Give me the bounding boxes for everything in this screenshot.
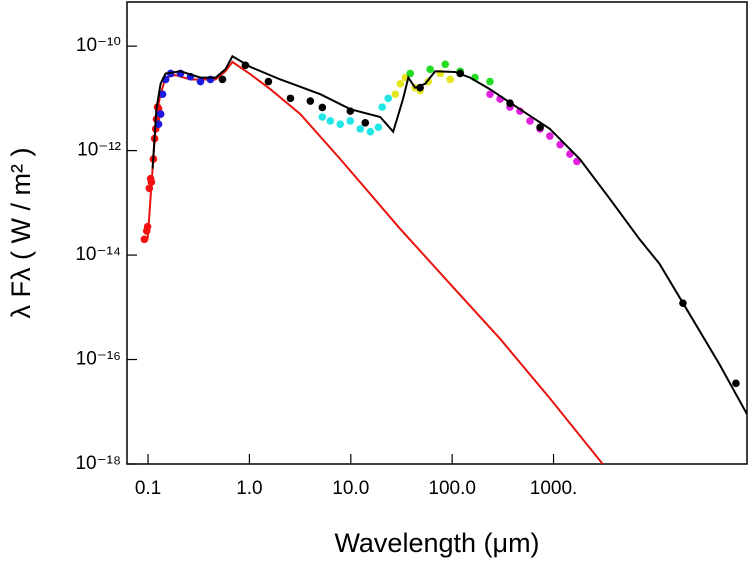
data-point xyxy=(573,157,581,166)
data-point xyxy=(378,103,386,111)
data-point xyxy=(396,80,405,88)
data-point xyxy=(154,120,163,129)
x-tick-label: 10.0 xyxy=(332,478,369,499)
data-point xyxy=(156,110,165,118)
y-axis-title: λ Fλ ( W / m² ) xyxy=(6,148,36,319)
data-point xyxy=(374,123,383,132)
data-point xyxy=(143,222,152,231)
x-tick-label: 1.0 xyxy=(236,478,262,499)
x-tick-label: 1000. xyxy=(530,478,578,499)
data-point xyxy=(326,117,335,125)
y-tick-label: 10⁻¹⁴ xyxy=(75,244,121,265)
data-point xyxy=(679,299,687,307)
data-point xyxy=(336,120,345,129)
data-point xyxy=(526,117,534,125)
data-point xyxy=(145,184,154,193)
model-line xyxy=(151,54,747,415)
y-tick-label: 10⁻¹⁸ xyxy=(75,453,121,474)
data-point xyxy=(218,75,227,84)
model-line xyxy=(146,60,604,464)
data-point xyxy=(264,77,273,86)
data-point xyxy=(441,60,450,69)
data-point xyxy=(546,132,554,140)
data-point xyxy=(361,119,370,127)
data-point xyxy=(147,178,156,186)
y-tick-label: 10⁻¹² xyxy=(77,140,121,161)
data-point xyxy=(158,90,167,99)
data-point xyxy=(416,83,424,92)
data-point xyxy=(241,61,250,70)
data-point xyxy=(506,99,514,107)
data-point xyxy=(318,113,327,121)
data-point xyxy=(516,107,524,115)
data-point xyxy=(391,90,400,99)
y-tick-label: 10⁻¹⁰ xyxy=(76,35,121,56)
data-point xyxy=(486,77,494,86)
data-point xyxy=(406,69,415,78)
plot-frame xyxy=(126,1,748,465)
data-point xyxy=(366,127,375,136)
data-point xyxy=(140,235,149,244)
data-point xyxy=(456,69,464,78)
x-tick-label: 100.0 xyxy=(428,478,476,499)
data-point xyxy=(446,75,454,84)
data-point xyxy=(536,123,544,132)
data-point xyxy=(732,379,740,388)
data-point xyxy=(196,77,205,86)
data-point xyxy=(346,117,355,125)
data-point xyxy=(306,97,315,105)
data-point xyxy=(556,140,564,149)
data-point xyxy=(486,90,494,99)
data-point xyxy=(426,65,434,74)
x-tick-label: 0.1 xyxy=(135,478,161,499)
data-point xyxy=(346,107,355,115)
plot-area xyxy=(140,54,747,464)
data-point xyxy=(356,125,365,133)
x-axis-title: Wavelength (μm) xyxy=(334,528,539,558)
y-tick-label: 10⁻¹⁶ xyxy=(76,349,121,370)
data-point xyxy=(318,103,327,112)
data-point xyxy=(384,94,393,103)
data-point xyxy=(286,94,295,103)
